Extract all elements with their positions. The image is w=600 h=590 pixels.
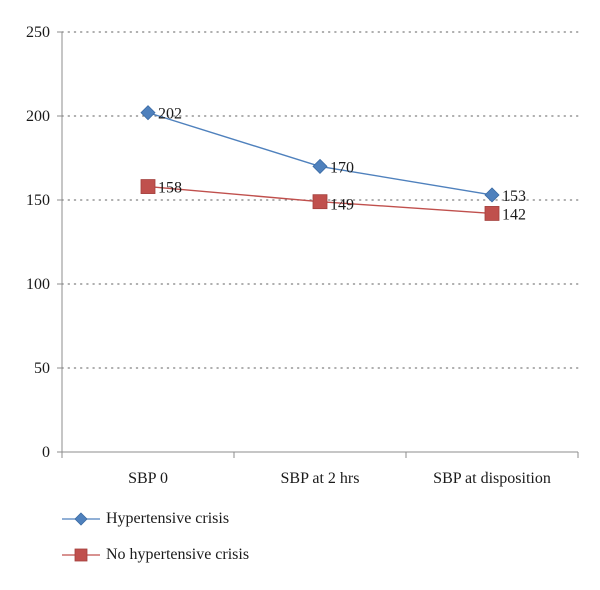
- x-tick-label: SBP at 2 hrs: [281, 470, 360, 487]
- y-tick-label: 200: [26, 108, 50, 125]
- x-tick-label: SBP 0: [128, 470, 168, 487]
- y-tick-label: 150: [26, 192, 50, 209]
- data-label: 158: [158, 180, 182, 197]
- line-chart: 0 50 100 150 200 250 SBP 0 SBP at 2 hrs SBP at d…: [26, 24, 579, 487]
- x-tick-label: SBP at disposition: [433, 470, 551, 487]
- data-label: 170: [330, 159, 354, 176]
- axes: [57, 31, 579, 458]
- legend: Hypertensive crisis No hypertensive cris…: [62, 508, 249, 580]
- data-label: 142: [502, 206, 526, 223]
- series-layer: [140, 105, 500, 221]
- data-point-square: [484, 206, 500, 221]
- data-labels: 202 170 153 158 149 142: [158, 106, 526, 224]
- diamond-marker-icon: [62, 512, 100, 526]
- data-point-square: [140, 179, 156, 194]
- data-point-diamond: [140, 105, 156, 121]
- y-tick-label: 250: [26, 24, 50, 41]
- y-tick-label: 50: [34, 360, 50, 377]
- data-point-diamond: [484, 187, 500, 203]
- legend-label-no-hypertensive-crisis: No hypertensive crisis: [106, 546, 250, 563]
- data-point-diamond: [312, 158, 328, 174]
- square-marker-icon: [62, 548, 100, 562]
- series-line: [147, 111, 493, 196]
- legend-item-no-hypertensive-crisis: No hypertensive crisis: [62, 544, 249, 566]
- legend-label-hypertensive-crisis: Hypertensive crisis: [106, 510, 230, 527]
- data-label: 149: [330, 197, 354, 214]
- tick-labels: 0 50 100 150 200 250 SBP 0 SBP at 2 hrs SBP at d…: [26, 24, 551, 487]
- legend-square: [74, 548, 88, 562]
- y-tick-label: 100: [26, 276, 50, 293]
- data-point-square: [312, 194, 328, 210]
- legend-diamond: [74, 512, 88, 526]
- data-label: 202: [158, 106, 182, 123]
- data-label: 153: [502, 188, 526, 205]
- y-tick-label: 0: [42, 444, 50, 461]
- legend-item-hypertensive-crisis: Hypertensive crisis: [62, 508, 249, 530]
